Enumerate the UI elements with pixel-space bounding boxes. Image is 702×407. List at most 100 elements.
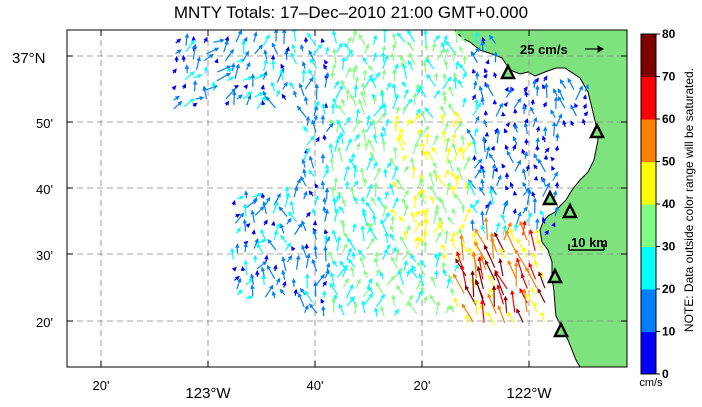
current-vector-head [303,36,309,42]
current-vector-head [540,311,545,317]
current-vector-head [255,269,260,275]
current-vector-head [418,273,423,279]
current-vector-head [243,36,248,42]
current-vector-head [523,118,528,124]
current-vector-head [462,71,467,78]
current-vector-head [346,67,351,73]
current-vectors [171,30,589,326]
current-vector-head [337,146,342,152]
current-vector-head [257,193,263,198]
current-vector-head [480,178,485,184]
current-vector-head [470,270,475,275]
current-vector-head [507,259,512,265]
current-vector-head [330,102,336,108]
current-vector-head [469,203,475,209]
current-vector-head [480,96,485,102]
current-vector-head [475,47,480,53]
map-title: MNTY Totals: 17–Dec–2010 21:00 GMT+0.000 [173,3,529,22]
current-vector-head [306,253,311,258]
current-vector-head [473,80,478,86]
current-vector-head [532,197,538,202]
current-vector-head [380,293,385,299]
current-vector-head [509,181,514,187]
current-vector-head [424,107,430,113]
current-vector-head [498,102,503,108]
current-vector-head [582,103,587,109]
current-vector-head [485,82,491,88]
station-marker [561,202,579,219]
current-vector-head [426,73,431,79]
current-vector-head [429,294,434,300]
current-vector-head [458,63,464,69]
current-vector-head [371,118,377,124]
current-vector-head [422,149,427,156]
current-vector-head [314,83,319,88]
current-vector-head [521,104,527,110]
current-vector-head [329,118,335,124]
current-vector-head [278,206,284,212]
current-vector-head [271,59,276,65]
current-vector-head [444,47,450,53]
current-vector-head [470,219,475,224]
current-vector-head [262,260,268,266]
current-vector-head [324,208,329,214]
current-vector-head [175,95,181,101]
colorbar-segment [641,76,656,120]
current-vector-head [321,305,326,311]
current-vector [477,267,484,290]
current-vector-head [506,150,511,156]
current-vector-head [513,108,518,114]
current-vector-head [358,249,363,255]
current-vector-head [368,183,373,189]
current-vector-head [214,47,220,52]
current-vector-head [428,171,433,177]
current-vector-head [353,196,358,202]
current-vector-head [360,224,365,230]
current-vector-head [455,60,460,66]
current-vector-head [360,196,366,202]
current-vector-head [282,30,287,33]
current-vector-head [361,300,366,305]
current-vector-head [557,95,563,102]
current-vector-head [345,88,350,94]
current-vector-head [296,178,301,184]
current-vector-head [418,236,423,242]
current-vector-head [324,59,329,65]
current-vector-head [418,131,423,137]
current-vector-head [444,59,449,65]
current-vector-head [329,282,334,288]
current-vector-head [432,161,438,167]
current-vector-head [472,154,477,160]
current-vector-head [265,196,271,202]
current-vector-head [364,141,369,147]
current-vector-head [475,280,480,286]
current-vector-head [171,85,177,91]
current-vector-head [320,114,326,120]
current-vector-head [498,257,503,263]
current-vector-head [384,231,389,237]
current-vector-head [390,208,396,214]
current-vector-head [396,284,401,290]
current-vector-head [523,151,528,157]
current-vector-head [328,142,334,148]
current-vector-head [281,269,286,275]
current-vector-head [510,289,515,295]
current-vector-head [250,284,255,289]
current-vector-head [229,76,235,81]
current-vector-head [533,116,538,122]
current-vector-head [311,258,316,264]
current-vector-head [456,166,462,172]
current-vector-head [461,303,466,309]
current-vector-head [432,42,437,48]
current-vector-head [361,127,367,133]
current-vector-head [284,185,290,191]
current-vector-head [299,287,305,293]
current-vector-head [393,146,398,152]
current-vector-head [373,183,379,188]
current-vector-head [273,264,278,270]
current-vector-head [394,165,399,171]
current-vector-head [458,228,463,234]
current-vector-head [457,121,463,127]
current-vector-head [301,68,307,74]
current-vector-head [530,106,535,112]
